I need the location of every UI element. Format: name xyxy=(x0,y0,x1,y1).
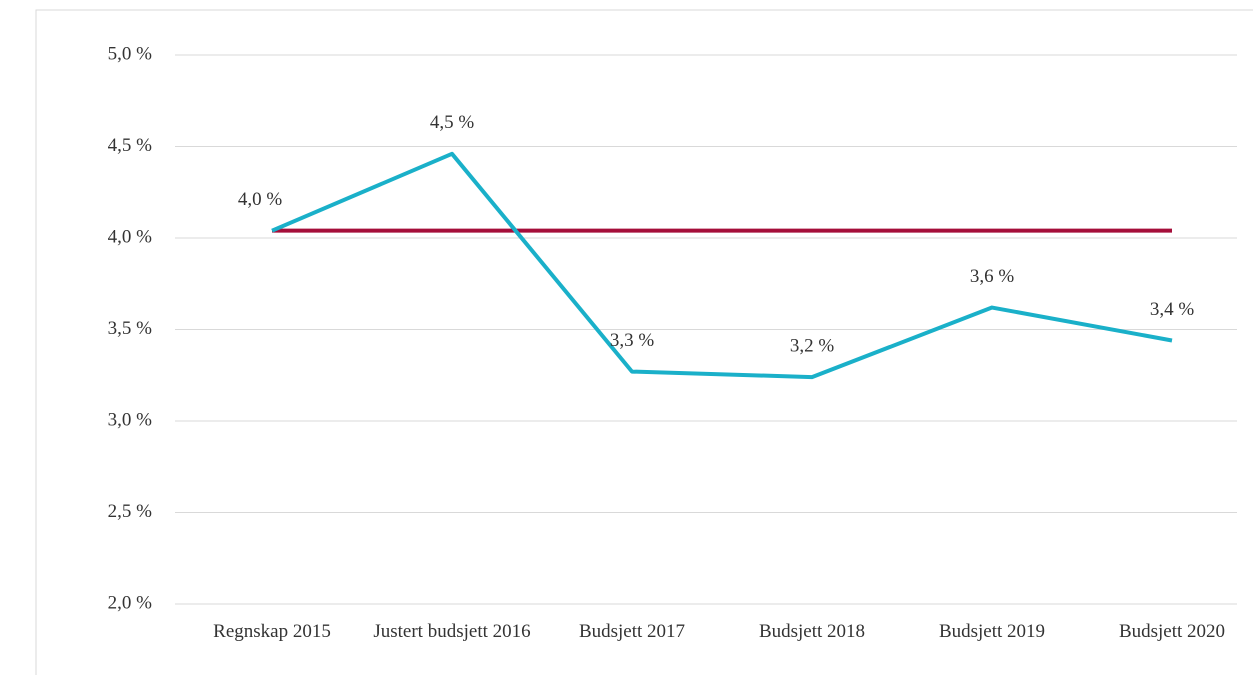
data-label: 4,5 % xyxy=(430,112,475,133)
data-label: 3,2 % xyxy=(790,335,835,356)
data-label: 3,4 % xyxy=(1150,299,1195,320)
y-tick-label: 3,0 % xyxy=(108,409,153,430)
y-tick-label: 4,0 % xyxy=(108,226,153,247)
data-label: 3,6 % xyxy=(970,266,1015,287)
chart-frame xyxy=(35,9,1253,675)
x-tick-label: Regnskap 2015 xyxy=(213,621,331,642)
x-tick-label: Budsjett 2020 xyxy=(1118,621,1226,642)
data-label: 3,3 % xyxy=(610,330,655,351)
x-tick-label: Budsjett 2018 xyxy=(758,621,866,642)
y-tick-label: 5,0 % xyxy=(108,43,153,64)
y-tick-label: 3,5 % xyxy=(108,318,153,339)
x-tick-label: Budsjett 2017 xyxy=(578,621,686,642)
y-tick-label: 4,5 % xyxy=(108,135,153,156)
series-line xyxy=(271,151,1173,380)
y-tick-label: 2,0 % xyxy=(108,592,153,613)
x-tick-label: Justert budsjett 2016 xyxy=(373,621,531,642)
x-tick-label: Budsjett 2019 xyxy=(938,621,1046,642)
data-label: 4,0 % xyxy=(238,189,283,210)
y-tick-label: 2,5 % xyxy=(108,501,153,522)
